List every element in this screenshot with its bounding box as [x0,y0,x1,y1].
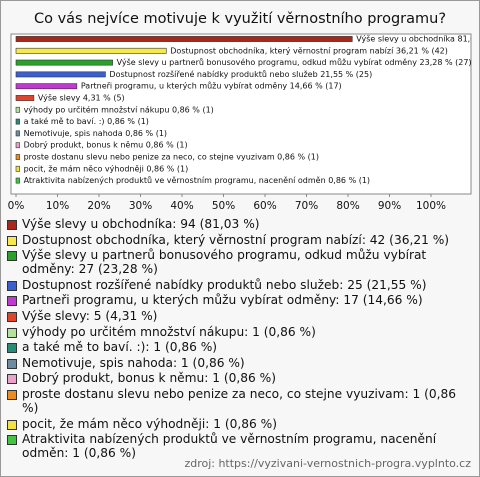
legend-item: Nemotivuje, spis nahoda: 1 (0,86 %) [5,356,475,370]
bar [15,154,20,160]
bar [15,130,20,137]
legend-item: Dostupnost obchodníka, který věrnostní p… [5,233,475,247]
bar [15,59,113,66]
legend-label: Dostupnost rozšířené nabídky produktů ne… [22,277,427,292]
x-axis: 0% 10% 20% 30% 40% 50% 60% 70% 80% 90% 100% [8,194,446,212]
chart: Co vás nejvíce motivuje k využití věrnos… [8,11,479,212]
bar-label: Dostupnost obchodníka, který věrnostní p… [170,46,448,55]
legend-item: proste dostanu slevu nebo penize za neco… [5,387,475,415]
bar [15,95,35,101]
bar [15,71,106,78]
legend-item: Dobrý produkt, bonus k němu: 1 (0,86 %) [5,371,475,385]
bar-label: Partneři programu, u kterých můžu vybíra… [81,81,342,91]
bar-label: Výše slevy 4,31 % (5) [38,93,125,103]
x-tick-label: 0% [8,200,25,212]
bar-label: Výše slevy u partnerů bonusového program… [117,57,472,67]
legend-swatch [7,311,17,322]
x-tick-label: 80% [336,200,359,212]
legend-swatch [7,343,17,354]
legend-item: pocit, že mám něco výhodněji: 1 (0,86 %) [5,417,475,431]
legend-swatch [7,280,17,291]
x-tick-label: 70% [295,200,318,212]
bar-label: Atraktivita nabízených produktů ve věrno… [24,175,370,185]
legend-swatch [7,435,17,446]
bar-label: proste dostanu slevu nebo penize za neco… [24,153,319,162]
legend-swatch [7,235,17,246]
bar [15,177,20,184]
legend-label: proste dostanu slevu nebo penize za neco… [22,386,456,415]
legend-swatch [7,251,17,262]
x-tick-label: 40% [170,200,193,212]
bar [15,106,20,113]
bar [15,83,78,90]
legend: Výše slevy u obchodníka: 94 (81,03 %) Dos… [5,217,475,462]
bar [15,118,20,125]
x-tick-label: 50% [212,200,235,212]
bar-label: a také mě to baví. :) 0,86 % (1) [24,116,149,126]
legend-label: Dostupnost obchodníka, který věrnostní p… [22,232,450,247]
bars: Výše slevy u obchodníka 81,03 % (94) Dost… [15,34,479,185]
bar [15,165,20,172]
legend-swatch [7,374,17,385]
legend-item: výhody po určitém množství nákupu: 1 (0,… [5,325,475,339]
bar-label: Výše slevy u obchodníka 81,03 % (94) [356,34,479,44]
source: zdroj: https://vyzivani-vernostnich-prog… [184,457,471,470]
legend-label: a také mě to baví. :): 1 (0,86 %) [22,340,218,355]
legend-item: Atraktivita nabízených produktů ve věrno… [5,432,475,460]
legend-label: Dobrý produkt, bonus k němu: 1 (0,86 %) [22,371,276,386]
x-tick-label: 20% [87,200,110,212]
bar [15,47,167,54]
legend-label: Výše slevy u partnerů bonusového program… [22,248,427,277]
x-tick-label: 60% [253,200,276,212]
legend-swatch [7,419,17,430]
x-tick-label: 100% [416,200,446,212]
x-tick-label: 10% [46,200,69,212]
legend-swatch [7,296,17,307]
bar-label: Dostupnost rozšířené nabídky produktů ne… [109,69,372,79]
x-tick-label: 90% [378,200,401,212]
legend-item: Dostupnost rozšířené nabídky produktů ne… [5,278,475,292]
legend-swatch [7,327,17,338]
legend-label: výhody po určitém množství nákupu: 1 (0,… [22,324,316,339]
legend-label: pocit, že mám něco výhodněji: 1 (0,86 %) [22,416,277,431]
legend-swatch [7,389,17,400]
legend-label: Výše slevy u obchodníka: 94 (81,03 %) [22,217,260,231]
legend-swatch [7,220,17,230]
legend-item: Výše slevy u partnerů bonusového program… [5,248,475,276]
legend-label: Partneři programu, u kterých můžu vybíra… [22,293,423,308]
bar [15,36,353,42]
legend-swatch [7,358,17,369]
chart-title: Co vás nejvíce motivuje k využití věrnos… [34,11,446,27]
legend-item: Výše slevy u obchodníka: 94 (81,03 %) [5,217,475,231]
legend-label: Atraktivita nabízených produktů ve věrno… [22,432,437,461]
bar-label: Nemotivuje, spis nahoda 0,86 % (1) [24,129,167,138]
bar-label: pocit, že mám něco výhodněji 0,86 % (1) [24,164,189,173]
bar [15,142,20,149]
legend-item: Partneři programu, u kterých můžu vybíra… [5,293,475,307]
bar-label: Dobrý produkt, bonus k němu 0,86 % (1) [24,141,188,150]
legend-label: Výše slevy: 5 (4,31 %) [22,308,158,323]
legend-item: a také mě to baví. :): 1 (0,86 %) [5,340,475,354]
legend-label: Nemotivuje, spis nahoda: 1 (0,86 %) [22,355,245,370]
x-tick-label: 30% [129,200,152,212]
legend-item: Výše slevy: 5 (4,31 %) [5,309,475,323]
bar-label: výhody po určitém množství nákupu 0,86 %… [24,104,214,114]
